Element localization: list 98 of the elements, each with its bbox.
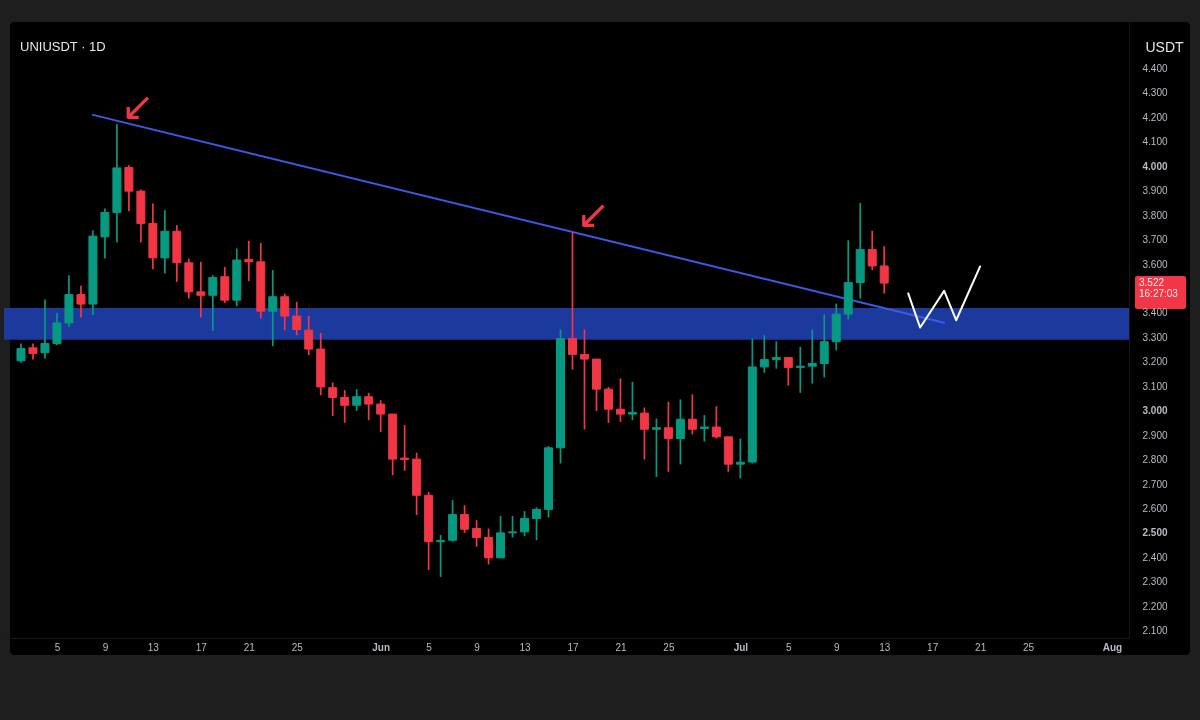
candlestick bbox=[76, 284, 86, 319]
candlestick bbox=[639, 406, 649, 461]
y-tick-label: 2.800 bbox=[1142, 454, 1168, 466]
y-tick-label: 4.300 bbox=[1142, 87, 1168, 99]
candlestick bbox=[651, 417, 661, 478]
x-tick-label: Aug bbox=[1102, 641, 1123, 653]
candlestick bbox=[124, 164, 134, 213]
x-tick-label: 5 bbox=[426, 641, 433, 653]
annotation: ↙ bbox=[576, 190, 611, 237]
line-series bbox=[907, 265, 982, 329]
x-tick-label: 25 bbox=[663, 641, 675, 653]
x-tick-label: 5 bbox=[786, 641, 793, 653]
y-tick-label: 2.100 bbox=[1142, 625, 1168, 637]
x-tick-label: Jun bbox=[372, 641, 391, 653]
x-tick-label: 17 bbox=[927, 641, 939, 653]
candlestick bbox=[699, 414, 709, 443]
candlestick bbox=[472, 519, 482, 548]
y-tick-label: 3.900 bbox=[1142, 185, 1168, 197]
y-axis-title: USDT bbox=[1145, 38, 1184, 55]
candlestick bbox=[52, 312, 62, 347]
x-tick-label: 17 bbox=[567, 641, 579, 653]
candlestick bbox=[735, 437, 745, 480]
x-tick-label: 17 bbox=[195, 641, 208, 653]
x-tick-label: 9 bbox=[833, 641, 840, 653]
text: 3.522 bbox=[1139, 277, 1165, 289]
candlestick bbox=[340, 389, 350, 424]
candlestick bbox=[663, 401, 673, 473]
candlestick bbox=[567, 231, 577, 371]
candlestick bbox=[603, 386, 613, 424]
candlestick bbox=[436, 534, 446, 578]
x-tick-label: 21 bbox=[975, 641, 987, 653]
y-tick-label: 3.400 bbox=[1142, 307, 1168, 319]
candlestick bbox=[759, 334, 769, 374]
candlestick bbox=[364, 391, 374, 422]
candlestick bbox=[244, 239, 254, 282]
candlestick bbox=[400, 424, 410, 472]
x-tick-label: 5 bbox=[54, 641, 61, 653]
candlestick bbox=[579, 328, 589, 431]
y-tick-label: 4.200 bbox=[1142, 111, 1168, 123]
candlestick bbox=[532, 506, 542, 542]
candlestick bbox=[508, 515, 518, 539]
candlestick bbox=[280, 292, 290, 332]
x-tick-label: 13 bbox=[519, 641, 532, 653]
text: UNIUSDT · 1D bbox=[20, 39, 106, 54]
text: 16:27:03 bbox=[1139, 288, 1179, 300]
y-tick-label: 2.700 bbox=[1142, 478, 1168, 490]
y-tick-label: 2.600 bbox=[1142, 502, 1168, 514]
y-tick-label: 3.000 bbox=[1142, 405, 1168, 417]
candlestick bbox=[687, 393, 697, 436]
candlestick bbox=[40, 298, 50, 360]
x-tick-label: 21 bbox=[243, 641, 256, 653]
y-tick-label: 2.400 bbox=[1142, 551, 1168, 563]
candlestick bbox=[16, 342, 26, 364]
candlestick bbox=[328, 381, 338, 417]
y-tick-label: 2.300 bbox=[1142, 576, 1168, 588]
y-tick-label: 2.500 bbox=[1142, 527, 1168, 539]
x-tick-label: 25 bbox=[1023, 641, 1035, 653]
y-tick-label: 3.700 bbox=[1142, 234, 1168, 246]
candlestick bbox=[711, 405, 721, 440]
candlestick bbox=[352, 388, 362, 412]
candlestick bbox=[783, 356, 793, 387]
candlestick bbox=[675, 398, 685, 466]
y-tick-label: 3.600 bbox=[1142, 258, 1168, 270]
x-tick-label: 21 bbox=[615, 641, 627, 653]
x-tick-label: 13 bbox=[147, 641, 160, 653]
candlestick bbox=[292, 301, 302, 336]
candlestick bbox=[460, 504, 470, 534]
candlestick bbox=[819, 313, 829, 379]
candlestick bbox=[208, 274, 218, 332]
y-tick-label: 3.100 bbox=[1142, 380, 1168, 392]
y-tick-label: 3.800 bbox=[1142, 209, 1168, 221]
candlestick bbox=[484, 527, 494, 566]
candlestick bbox=[627, 380, 637, 422]
y-tick-label: 3.200 bbox=[1142, 356, 1168, 368]
x-tick-label: 9 bbox=[102, 641, 109, 653]
x-tick-label: 13 bbox=[879, 641, 891, 653]
candlestick bbox=[879, 245, 889, 295]
y-tick-label: 4.100 bbox=[1142, 136, 1168, 148]
candlestick bbox=[268, 269, 278, 347]
candlestick bbox=[220, 266, 230, 304]
y-tick-label: 4.400 bbox=[1142, 62, 1168, 74]
y-tick-label: 3.300 bbox=[1142, 331, 1168, 343]
x-tick-label: Jul bbox=[733, 641, 749, 653]
candlestick bbox=[615, 377, 625, 423]
candlestick bbox=[771, 340, 781, 370]
candlestick bbox=[520, 510, 530, 537]
candlestick bbox=[376, 399, 386, 433]
candlestick bbox=[807, 328, 817, 385]
candlestick bbox=[196, 260, 206, 319]
x-tick-label: 9 bbox=[474, 641, 481, 653]
candlestick bbox=[867, 229, 877, 271]
y-tick-label: 2.900 bbox=[1142, 429, 1168, 441]
y-tick-label: 2.200 bbox=[1142, 600, 1168, 612]
annotation: ↙ bbox=[120, 83, 155, 130]
x-tick-label: 25 bbox=[291, 641, 304, 653]
candlestick bbox=[304, 315, 314, 357]
y-tick-label: 4.000 bbox=[1142, 160, 1168, 172]
candlestick bbox=[795, 346, 805, 394]
